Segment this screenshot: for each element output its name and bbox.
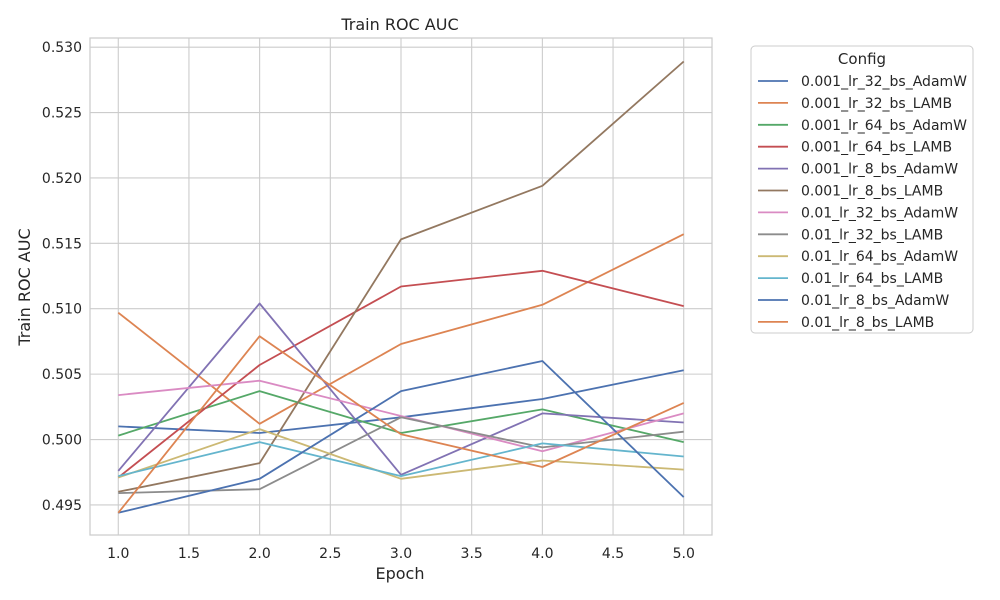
y-tick-label: 0.500 [42, 433, 82, 449]
x-tick-label: 4.5 [602, 546, 624, 562]
legend-label: 0.01_lr_32_bs_LAMB [801, 227, 943, 243]
y-tick-label: 0.510 [42, 302, 82, 318]
legend-label: 0.001_lr_8_bs_LAMB [801, 184, 943, 200]
legend-label: 0.01_lr_64_bs_LAMB [801, 271, 943, 287]
series-line [118, 60, 685, 493]
grid [90, 38, 712, 535]
series-line [117, 302, 684, 476]
x-tick-label: 5.0 [673, 546, 695, 562]
y-tick-label: 0.515 [42, 236, 82, 252]
series-line [118, 379, 684, 453]
y-tick-label: 0.520 [42, 171, 82, 187]
x-tick-label: 4.0 [531, 546, 553, 562]
legend-label: 0.01_lr_64_bs_AdamW [801, 249, 958, 265]
y-tick-label: 0.505 [42, 367, 82, 383]
x-tick-label: 2.0 [249, 546, 271, 562]
x-axis-ticks: 1.0 1.5 2.0 2.5 3.0 3.5 4.0 4.5 5.0 [107, 546, 695, 562]
legend-label: 0.001_lr_32_bs_AdamW [801, 74, 967, 90]
y-axis-label: Train ROC AUC [15, 228, 34, 346]
series-lines [117, 60, 685, 514]
legend-label: 0.001_lr_64_bs_AdamW [801, 118, 967, 134]
series-line [118, 360, 685, 514]
series-line [117, 335, 685, 514]
legend-title: Config [838, 50, 886, 68]
series-line [118, 441, 684, 478]
series-line [118, 428, 684, 480]
legend-label: 0.01_lr_32_bs_AdamW [801, 205, 958, 221]
x-tick-label: 3.0 [390, 546, 412, 562]
x-tick-label: 1.5 [178, 546, 200, 562]
legend-label: 0.001_lr_64_bs_LAMB [801, 140, 952, 156]
chart-title: Train ROC AUC [340, 15, 458, 34]
x-tick-label: 1.0 [107, 546, 129, 562]
series-line [117, 269, 684, 479]
legend-label: 0.01_lr_8_bs_AdamW [801, 293, 949, 309]
legend: Config 0.001_lr_32_bs_AdamW0.001_lr_32_b… [750, 45, 974, 334]
series-line [117, 233, 685, 425]
legend-items: 0.001_lr_32_bs_AdamW 0.001_lr_32_bs_LAMB 0… [758, 74, 967, 331]
y-axis-ticks: 0.495 0.500 0.505 0.510 0.515 0.520 0.525 0.530 [42, 40, 82, 514]
legend-label: 0.01_lr_8_bs_LAMB [801, 315, 934, 331]
legend-label: 0.001_lr_8_bs_AdamW [801, 162, 958, 178]
y-tick-label: 0.495 [42, 498, 82, 514]
y-tick-label: 0.525 [42, 106, 82, 122]
legend-box [750, 45, 974, 334]
legend-label: 0.001_lr_32_bs_LAMB [801, 96, 952, 112]
series-line [118, 390, 684, 443]
y-tick-label: 0.530 [42, 40, 82, 56]
x-axis-label: Epoch [376, 564, 425, 583]
x-tick-label: 2.5 [319, 546, 341, 562]
x-tick-label: 3.5 [461, 546, 483, 562]
